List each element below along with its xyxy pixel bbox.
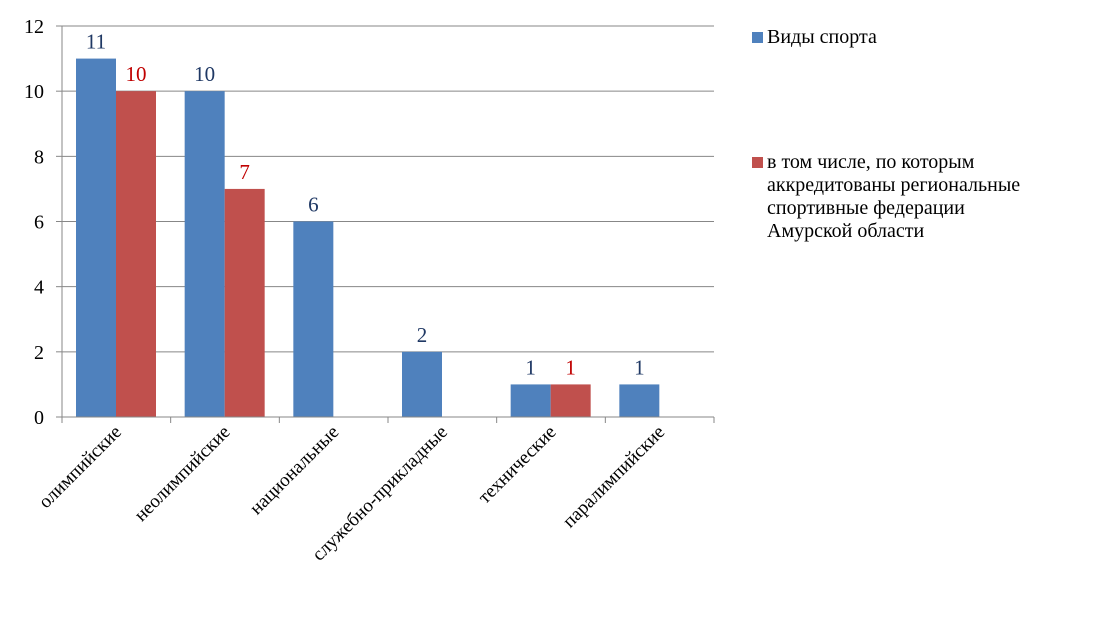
data-label: 10 <box>126 62 147 86</box>
data-label: 6 <box>308 193 319 217</box>
legend-item-series-2: в том числе, по которым аккредитованы ре… <box>752 151 1108 243</box>
bar <box>619 384 660 417</box>
y-tick-label: 2 <box>34 342 44 364</box>
legend-swatch-blue <box>752 32 763 43</box>
bar <box>224 188 265 417</box>
legend-item-series-1: Виды спорта <box>752 26 1108 49</box>
bar <box>293 221 334 417</box>
bar <box>76 58 116 417</box>
bar <box>184 91 225 418</box>
x-category-label: неолимпийские <box>130 422 234 526</box>
data-label: 11 <box>86 30 106 54</box>
x-category-label: олимпийские <box>35 422 126 513</box>
y-tick-label: 8 <box>34 146 44 168</box>
y-tick-label: 6 <box>34 212 44 234</box>
x-category-label: национальные <box>246 422 343 519</box>
x-category-label: паралимпийские <box>559 422 669 532</box>
legend-swatch-red <box>752 157 763 168</box>
legend-label-series-2-line-2: аккредитованы региональные <box>767 174 1021 196</box>
gridlines <box>62 25 714 353</box>
y-tick-label: 10 <box>24 81 44 103</box>
y-axis-tick-labels: 0 2 4 6 8 10 12 <box>24 16 44 429</box>
bar <box>550 384 591 417</box>
data-label: 2 <box>417 323 428 347</box>
legend-label-series-1: Виды спорта <box>767 26 877 48</box>
data-label: 1 <box>565 355 576 379</box>
bar <box>402 351 442 417</box>
bars <box>76 58 660 418</box>
data-label: 1 <box>634 355 645 379</box>
axes <box>56 25 715 423</box>
data-label: 1 <box>525 355 536 379</box>
bar <box>510 384 551 417</box>
data-label: 10 <box>194 62 215 86</box>
legend-label-series-2-line-1: в том числе, по которым <box>767 151 975 173</box>
x-category-label: технические <box>474 422 560 508</box>
legend: Виды спорта в том числе, по которым аккр… <box>752 26 1108 243</box>
x-axis-category-labels: олимпийские неолимпийские национальныеслуж… <box>35 422 669 566</box>
y-tick-label: 4 <box>34 277 44 299</box>
y-tick-label: 0 <box>34 407 44 429</box>
bar <box>116 91 156 418</box>
data-label: 7 <box>239 160 250 184</box>
legend-label-series-2-line-3: спортивные федерации <box>767 197 965 219</box>
legend-label-series-2-line-4: Амурской области <box>767 220 925 242</box>
y-tick-label: 12 <box>24 16 44 38</box>
